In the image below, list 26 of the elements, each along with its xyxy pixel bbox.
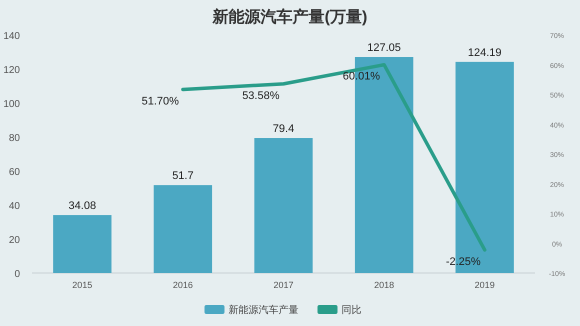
chart-title: 新能源汽车产量(万量) bbox=[212, 8, 368, 26]
bar bbox=[53, 215, 112, 273]
data-label: 127.05 bbox=[367, 42, 401, 54]
data-label: 34.08 bbox=[68, 200, 96, 212]
y-tick-label: 40 bbox=[8, 201, 20, 212]
x-tick-label: 2019 bbox=[474, 280, 495, 290]
x-tick-label: 2018 bbox=[374, 280, 394, 290]
y-tick-label: 80 bbox=[8, 133, 20, 144]
x-tick-label: 2015 bbox=[72, 280, 92, 290]
legend-label: 新能源汽车产量 bbox=[228, 304, 298, 316]
data-label: 79.4 bbox=[272, 123, 294, 136]
bar bbox=[254, 138, 313, 273]
bar bbox=[154, 185, 212, 273]
y-tick-label: 140 bbox=[3, 31, 20, 42]
x-tick-label: 2016 bbox=[172, 280, 193, 290]
y-tick-label: 0 bbox=[14, 269, 20, 280]
legend-label: 同比 bbox=[342, 304, 362, 316]
data-label: 51.7 bbox=[172, 170, 194, 182]
y-tick-label: 120 bbox=[3, 65, 20, 76]
data-label: 124.19 bbox=[468, 46, 502, 59]
y-tick-label: 100 bbox=[3, 99, 20, 110]
data-label: 53.58% bbox=[242, 90, 280, 102]
data-label: 51.70% bbox=[142, 95, 180, 108]
y-tick-label: 20 bbox=[8, 235, 20, 246]
x-tick-label: 2017 bbox=[273, 280, 294, 290]
y-tick-label: 60 bbox=[8, 167, 20, 178]
